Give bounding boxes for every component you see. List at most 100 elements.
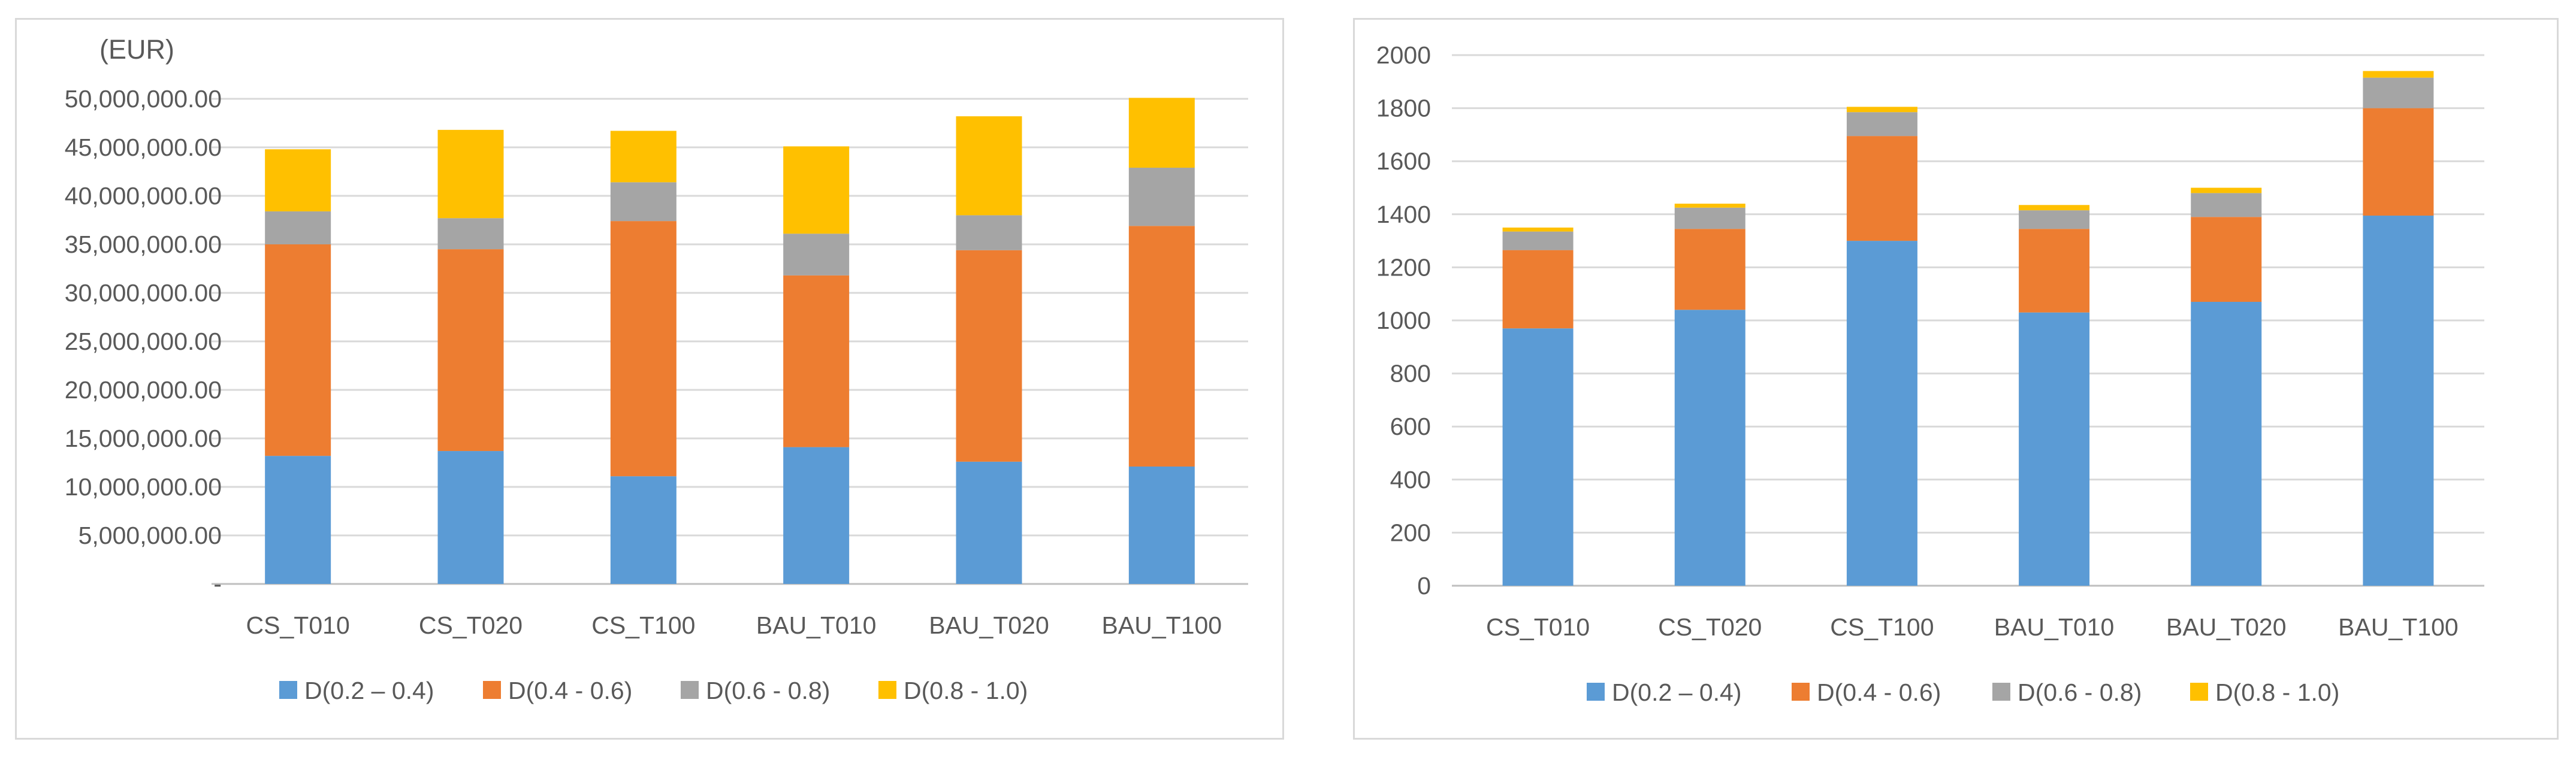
y-tick-label: 25,000,000.00: [65, 328, 222, 355]
legend-label: D(0.2 – 0.4): [1612, 679, 1742, 706]
bar-segment-D(0.6 - 0.8): [783, 234, 850, 275]
x-category-label: BAU_T100: [2338, 613, 2459, 641]
x-category-label: CS_T010: [246, 611, 350, 639]
y-tick-label: 35,000,000.00: [65, 231, 222, 258]
x-category-label: BAU_T020: [2166, 613, 2287, 641]
y-tick-label: 5,000,000.00: [78, 522, 222, 549]
y-tick-label: 2000: [1376, 41, 1431, 69]
y-tick-label: 45,000,000.00: [65, 134, 222, 161]
bar-segment-D(0.6 - 0.8): [1674, 207, 1745, 229]
legend-swatch: [1792, 683, 1810, 701]
bar-segment-D(0.8 - 1.0): [265, 149, 331, 211]
x-category-label: BAU_T100: [1102, 611, 1222, 639]
legend-swatch: [483, 681, 501, 699]
legend-swatch: [1992, 683, 2010, 701]
bar-segment-D(0.2 – 0.4): [1128, 466, 1195, 584]
bar-segment-D(0.8 - 1.0): [1846, 107, 1917, 113]
bar-segment-D(0.8 - 1.0): [437, 129, 504, 219]
bar-segment-D(0.2 – 0.4): [2019, 312, 2090, 586]
bar-segment-D(0.4 - 0.6): [956, 250, 1022, 462]
y-tick-label: 200: [1390, 519, 1431, 546]
bar-segment-D(0.4 - 0.6): [783, 275, 850, 447]
bar-segment-D(0.4 - 0.6): [1674, 229, 1745, 310]
bar-segment-D(0.2 – 0.4): [2363, 216, 2434, 586]
bar-segment-D(0.4 - 0.6): [2363, 108, 2434, 216]
y-tick-label: 10,000,000.00: [65, 473, 222, 501]
bar-segment-D(0.4 - 0.6): [2019, 229, 2090, 313]
bar-segment-D(0.6 - 0.8): [1846, 112, 1917, 137]
legend-swatch: [681, 681, 699, 699]
bar-segment-D(0.2 – 0.4): [1674, 310, 1745, 586]
bar-segment-D(0.6 - 0.8): [1128, 168, 1195, 226]
bar-segment-D(0.6 - 0.8): [2019, 210, 2090, 229]
stacked-bar-chart-eur: (EUR) - 5,000,000.00 10,000,000.00 15,000,0…: [65, 34, 1248, 704]
bar-segment-D(0.2 – 0.4): [1502, 328, 1574, 586]
bar-segment-D(0.4 - 0.6): [1846, 136, 1917, 241]
bar-segment-D(0.4 - 0.6): [1502, 250, 1574, 329]
legend-swatch: [878, 681, 896, 699]
legend-label: D(0.6 - 0.8): [2018, 679, 2142, 706]
bar-segment-D(0.4 - 0.6): [1128, 226, 1195, 467]
bar-segment-D(0.8 - 1.0): [1128, 98, 1195, 168]
bar-segment-D(0.8 - 1.0): [2191, 187, 2262, 193]
y-tick-label: 800: [1390, 360, 1431, 387]
y-tick-label: 40,000,000.00: [65, 182, 222, 210]
bar-segment-D(0.2 – 0.4): [610, 476, 677, 584]
y-tick-label: 400: [1390, 466, 1431, 493]
unit-label: (EUR): [99, 34, 174, 65]
y-tick-label: 30,000,000.00: [65, 279, 222, 307]
y-tick-label: 1600: [1376, 147, 1431, 175]
y-tick-label: 600: [1390, 413, 1431, 440]
y-tick-label: 1200: [1376, 253, 1431, 281]
bar-segment-D(0.4 - 0.6): [437, 249, 504, 452]
bar-segment-D(0.6 - 0.8): [265, 211, 331, 244]
bar-segment-D(0.8 - 1.0): [956, 116, 1022, 216]
stacked-bar-chart-count: 0 200 400 600 800 1000 1200 1400 1600 1800 2000 CS_…: [1376, 41, 2484, 706]
bar-segment-D(0.2 – 0.4): [783, 447, 850, 584]
x-category-label: CS_T020: [419, 611, 523, 639]
chart-panel-count: 0 200 400 600 800 1000 1200 1400 1600 1800 2000 CS_…: [1353, 18, 2559, 740]
y-tick-label: 1400: [1376, 201, 1431, 228]
bar-segment-D(0.6 - 0.8): [1502, 231, 1574, 250]
bar-segment-D(0.6 - 0.8): [610, 182, 677, 222]
bar-segment-D(0.6 - 0.8): [437, 218, 504, 250]
bar-segment-D(0.8 - 1.0): [610, 131, 677, 183]
bar-segment-D(0.2 – 0.4): [1846, 241, 1917, 586]
legend-label: D(0.8 - 1.0): [904, 677, 1028, 704]
x-category-label: BAU_T010: [1994, 613, 2115, 641]
y-tick-label: 15,000,000.00: [65, 425, 222, 452]
x-category-label: BAU_T010: [756, 611, 877, 639]
bar-segment-D(0.6 - 0.8): [2191, 193, 2262, 217]
bar-segment-D(0.4 - 0.6): [2191, 217, 2262, 302]
y-tick-label: 20,000,000.00: [65, 376, 222, 404]
chart-panel-eur: (EUR) - 5,000,000.00 10,000,000.00 15,000,0…: [15, 18, 1284, 740]
x-category-label: BAU_T020: [929, 611, 1049, 639]
x-category-label: CS_T020: [1658, 613, 1762, 641]
y-tick-label: 0: [1417, 572, 1431, 600]
x-category-label: CS_T100: [591, 611, 695, 639]
bar-segment-D(0.6 - 0.8): [2363, 77, 2434, 108]
x-category-label: CS_T100: [1830, 613, 1934, 641]
legend-label: D(0.8 - 1.0): [2215, 679, 2339, 706]
legend-label: D(0.6 - 0.8): [706, 677, 830, 704]
bar-segment-D(0.8 - 1.0): [1674, 204, 1745, 208]
bar-segment-D(0.8 - 1.0): [783, 146, 850, 234]
legend-label: D(0.2 – 0.4): [304, 677, 434, 704]
bar-segment-D(0.2 – 0.4): [437, 451, 504, 584]
bar-segment-D(0.2 – 0.4): [265, 456, 331, 584]
bar-segment-D(0.2 – 0.4): [956, 461, 1022, 584]
bar-segment-D(0.4 - 0.6): [265, 244, 331, 456]
legend-swatch: [2190, 683, 2208, 701]
legend-swatch: [279, 681, 297, 699]
y-tick-label: 1800: [1376, 95, 1431, 122]
legend-label: D(0.4 - 0.6): [508, 677, 632, 704]
legend-swatch: [1587, 683, 1605, 701]
bar-segment-D(0.8 - 1.0): [2019, 205, 2090, 211]
bar-segment-D(0.6 - 0.8): [956, 215, 1022, 250]
bar-segment-D(0.2 – 0.4): [2191, 301, 2262, 586]
y-tick-label: 50,000,000.00: [65, 85, 222, 113]
bar-segment-D(0.8 - 1.0): [2363, 71, 2434, 78]
y-tick-label: -: [213, 570, 222, 598]
legend-label: D(0.4 - 0.6): [1817, 679, 1941, 706]
y-tick-label: 1000: [1376, 307, 1431, 334]
